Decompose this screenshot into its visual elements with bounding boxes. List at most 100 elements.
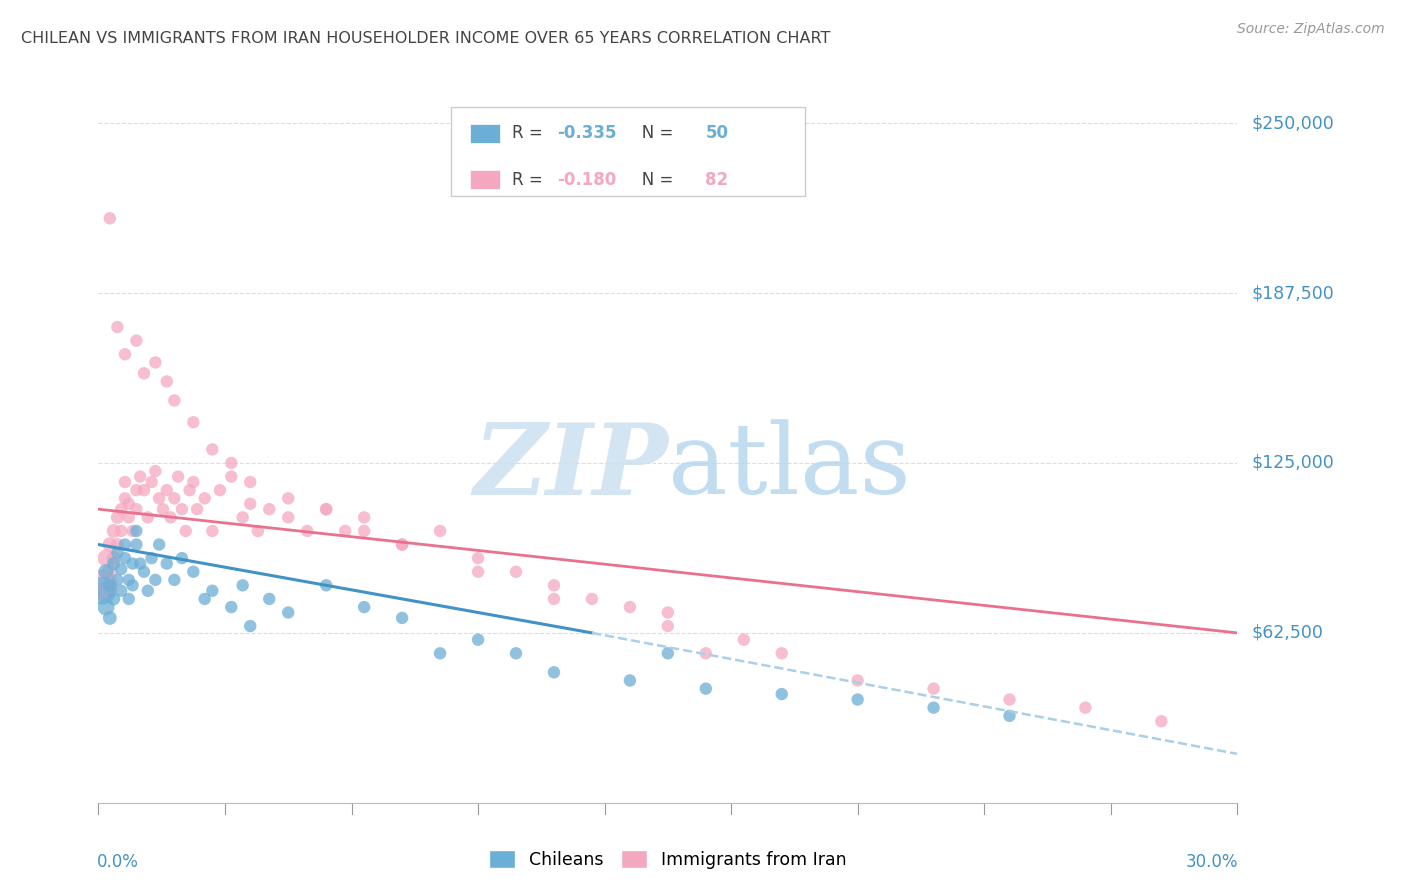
Point — [467, 565, 489, 579]
Point — [232, 510, 254, 524]
Point — [145, 464, 167, 478]
Point — [118, 497, 141, 511]
Point — [998, 692, 1021, 706]
Text: R =: R = — [512, 171, 548, 189]
Text: N =: N = — [626, 125, 678, 143]
Point — [259, 502, 281, 516]
Point — [114, 475, 136, 489]
Point — [239, 475, 262, 489]
Point — [657, 606, 679, 620]
Point — [201, 583, 224, 598]
Point — [619, 673, 641, 688]
Point — [118, 510, 141, 524]
Point — [239, 619, 262, 633]
Point — [391, 537, 413, 551]
Point — [505, 646, 527, 660]
Point — [159, 510, 181, 524]
Point — [194, 491, 217, 506]
Point — [179, 483, 201, 498]
Point — [125, 483, 148, 498]
Point — [505, 565, 527, 579]
Point — [733, 632, 755, 647]
Point — [543, 578, 565, 592]
Point — [110, 583, 132, 598]
Point — [148, 537, 170, 551]
FancyBboxPatch shape — [451, 107, 804, 196]
Point — [467, 551, 489, 566]
Point — [657, 646, 679, 660]
Text: Source: ZipAtlas.com: Source: ZipAtlas.com — [1237, 22, 1385, 37]
Point — [107, 537, 129, 551]
Point — [770, 687, 793, 701]
Point — [353, 600, 375, 615]
Text: ZIP: ZIP — [472, 419, 668, 516]
Point — [170, 502, 193, 516]
Point — [107, 573, 129, 587]
Point — [121, 578, 143, 592]
Point — [543, 591, 565, 606]
Point — [277, 510, 299, 524]
Point — [132, 483, 155, 498]
Point — [98, 611, 121, 625]
Point — [174, 524, 197, 538]
Text: atlas: atlas — [668, 419, 911, 516]
Point — [221, 456, 243, 470]
Text: R =: R = — [512, 125, 548, 143]
Point — [208, 483, 231, 498]
Text: 82: 82 — [706, 171, 728, 189]
Point — [141, 475, 163, 489]
Point — [152, 502, 174, 516]
Text: 50: 50 — [706, 125, 728, 143]
Point — [297, 524, 319, 538]
Legend: Chileans, Immigrants from Iran: Chileans, Immigrants from Iran — [482, 844, 853, 876]
Text: $62,500: $62,500 — [1251, 624, 1323, 642]
Text: -0.335: -0.335 — [557, 125, 617, 143]
Point — [163, 573, 186, 587]
Point — [103, 591, 125, 606]
Text: 30.0%: 30.0% — [1185, 853, 1239, 871]
Point — [129, 557, 152, 571]
Point — [259, 591, 281, 606]
Point — [657, 619, 679, 633]
Point — [98, 565, 121, 579]
FancyBboxPatch shape — [470, 124, 501, 143]
Point — [391, 611, 413, 625]
Point — [125, 524, 148, 538]
Point — [121, 557, 143, 571]
Point — [103, 524, 125, 538]
Point — [922, 681, 945, 696]
Point — [103, 551, 125, 566]
Point — [107, 510, 129, 524]
Point — [110, 502, 132, 516]
Point — [107, 546, 129, 560]
Point — [156, 557, 179, 571]
Point — [145, 355, 167, 369]
Point — [201, 524, 224, 538]
Text: $125,000: $125,000 — [1251, 454, 1334, 472]
Point — [246, 524, 269, 538]
Point — [619, 600, 641, 615]
Point — [163, 491, 186, 506]
Point — [167, 469, 190, 483]
Point — [98, 211, 121, 226]
Point — [136, 510, 159, 524]
Point — [695, 681, 717, 696]
Point — [94, 551, 117, 566]
Point — [148, 491, 170, 506]
Point — [467, 632, 489, 647]
Text: $250,000: $250,000 — [1251, 114, 1334, 132]
Point — [91, 583, 114, 598]
Text: -0.180: -0.180 — [557, 171, 617, 189]
Point — [998, 708, 1021, 723]
Point — [846, 673, 869, 688]
Point — [353, 510, 375, 524]
Point — [141, 551, 163, 566]
FancyBboxPatch shape — [470, 170, 501, 189]
Point — [201, 442, 224, 457]
Point — [183, 565, 205, 579]
Point — [695, 646, 717, 660]
Point — [132, 565, 155, 579]
Point — [335, 524, 357, 538]
Point — [114, 491, 136, 506]
Point — [1150, 714, 1173, 729]
